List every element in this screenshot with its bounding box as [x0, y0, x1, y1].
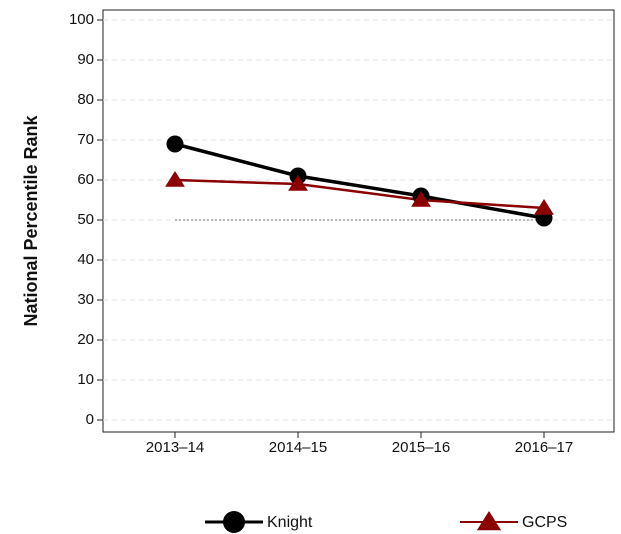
data-point: [411, 191, 431, 207]
data-point: [166, 135, 184, 153]
x-tick-label: 2016–17: [515, 439, 573, 456]
y-tick-label: 0: [86, 411, 94, 428]
data-point: [165, 171, 185, 187]
y-tick-label: 70: [77, 131, 94, 148]
y-tick-label: 10: [77, 371, 94, 388]
legend-label: Knight: [267, 514, 313, 531]
x-tick-label: 2013–14: [146, 439, 204, 456]
y-tick-label: 40: [77, 251, 94, 268]
y-tick-label: 80: [77, 91, 94, 108]
plot-frame: [102, 9, 615, 433]
x-tick-label: 2014–15: [269, 439, 327, 456]
y-tick-label: 50: [77, 211, 94, 228]
legend-marker: [476, 511, 502, 531]
legend-marker: [223, 511, 245, 533]
x-tick-label: 2015–16: [392, 439, 450, 456]
y-tick-label: 30: [77, 291, 94, 308]
y-tick-label: 20: [77, 331, 94, 348]
y-tick-label: 100: [69, 11, 94, 28]
legend-item: GCPS: [460, 514, 567, 531]
series-line: [174, 178, 545, 210]
y-axis-label: National Percentile Rank: [21, 114, 41, 326]
series-line: [174, 142, 545, 220]
legend-label: GCPS: [522, 514, 567, 531]
y-tick-label: 90: [77, 51, 94, 68]
data-point: [534, 199, 554, 215]
y-tick-label: 60: [77, 171, 94, 188]
legend-item: Knight: [205, 514, 313, 531]
data-point: [288, 175, 308, 191]
